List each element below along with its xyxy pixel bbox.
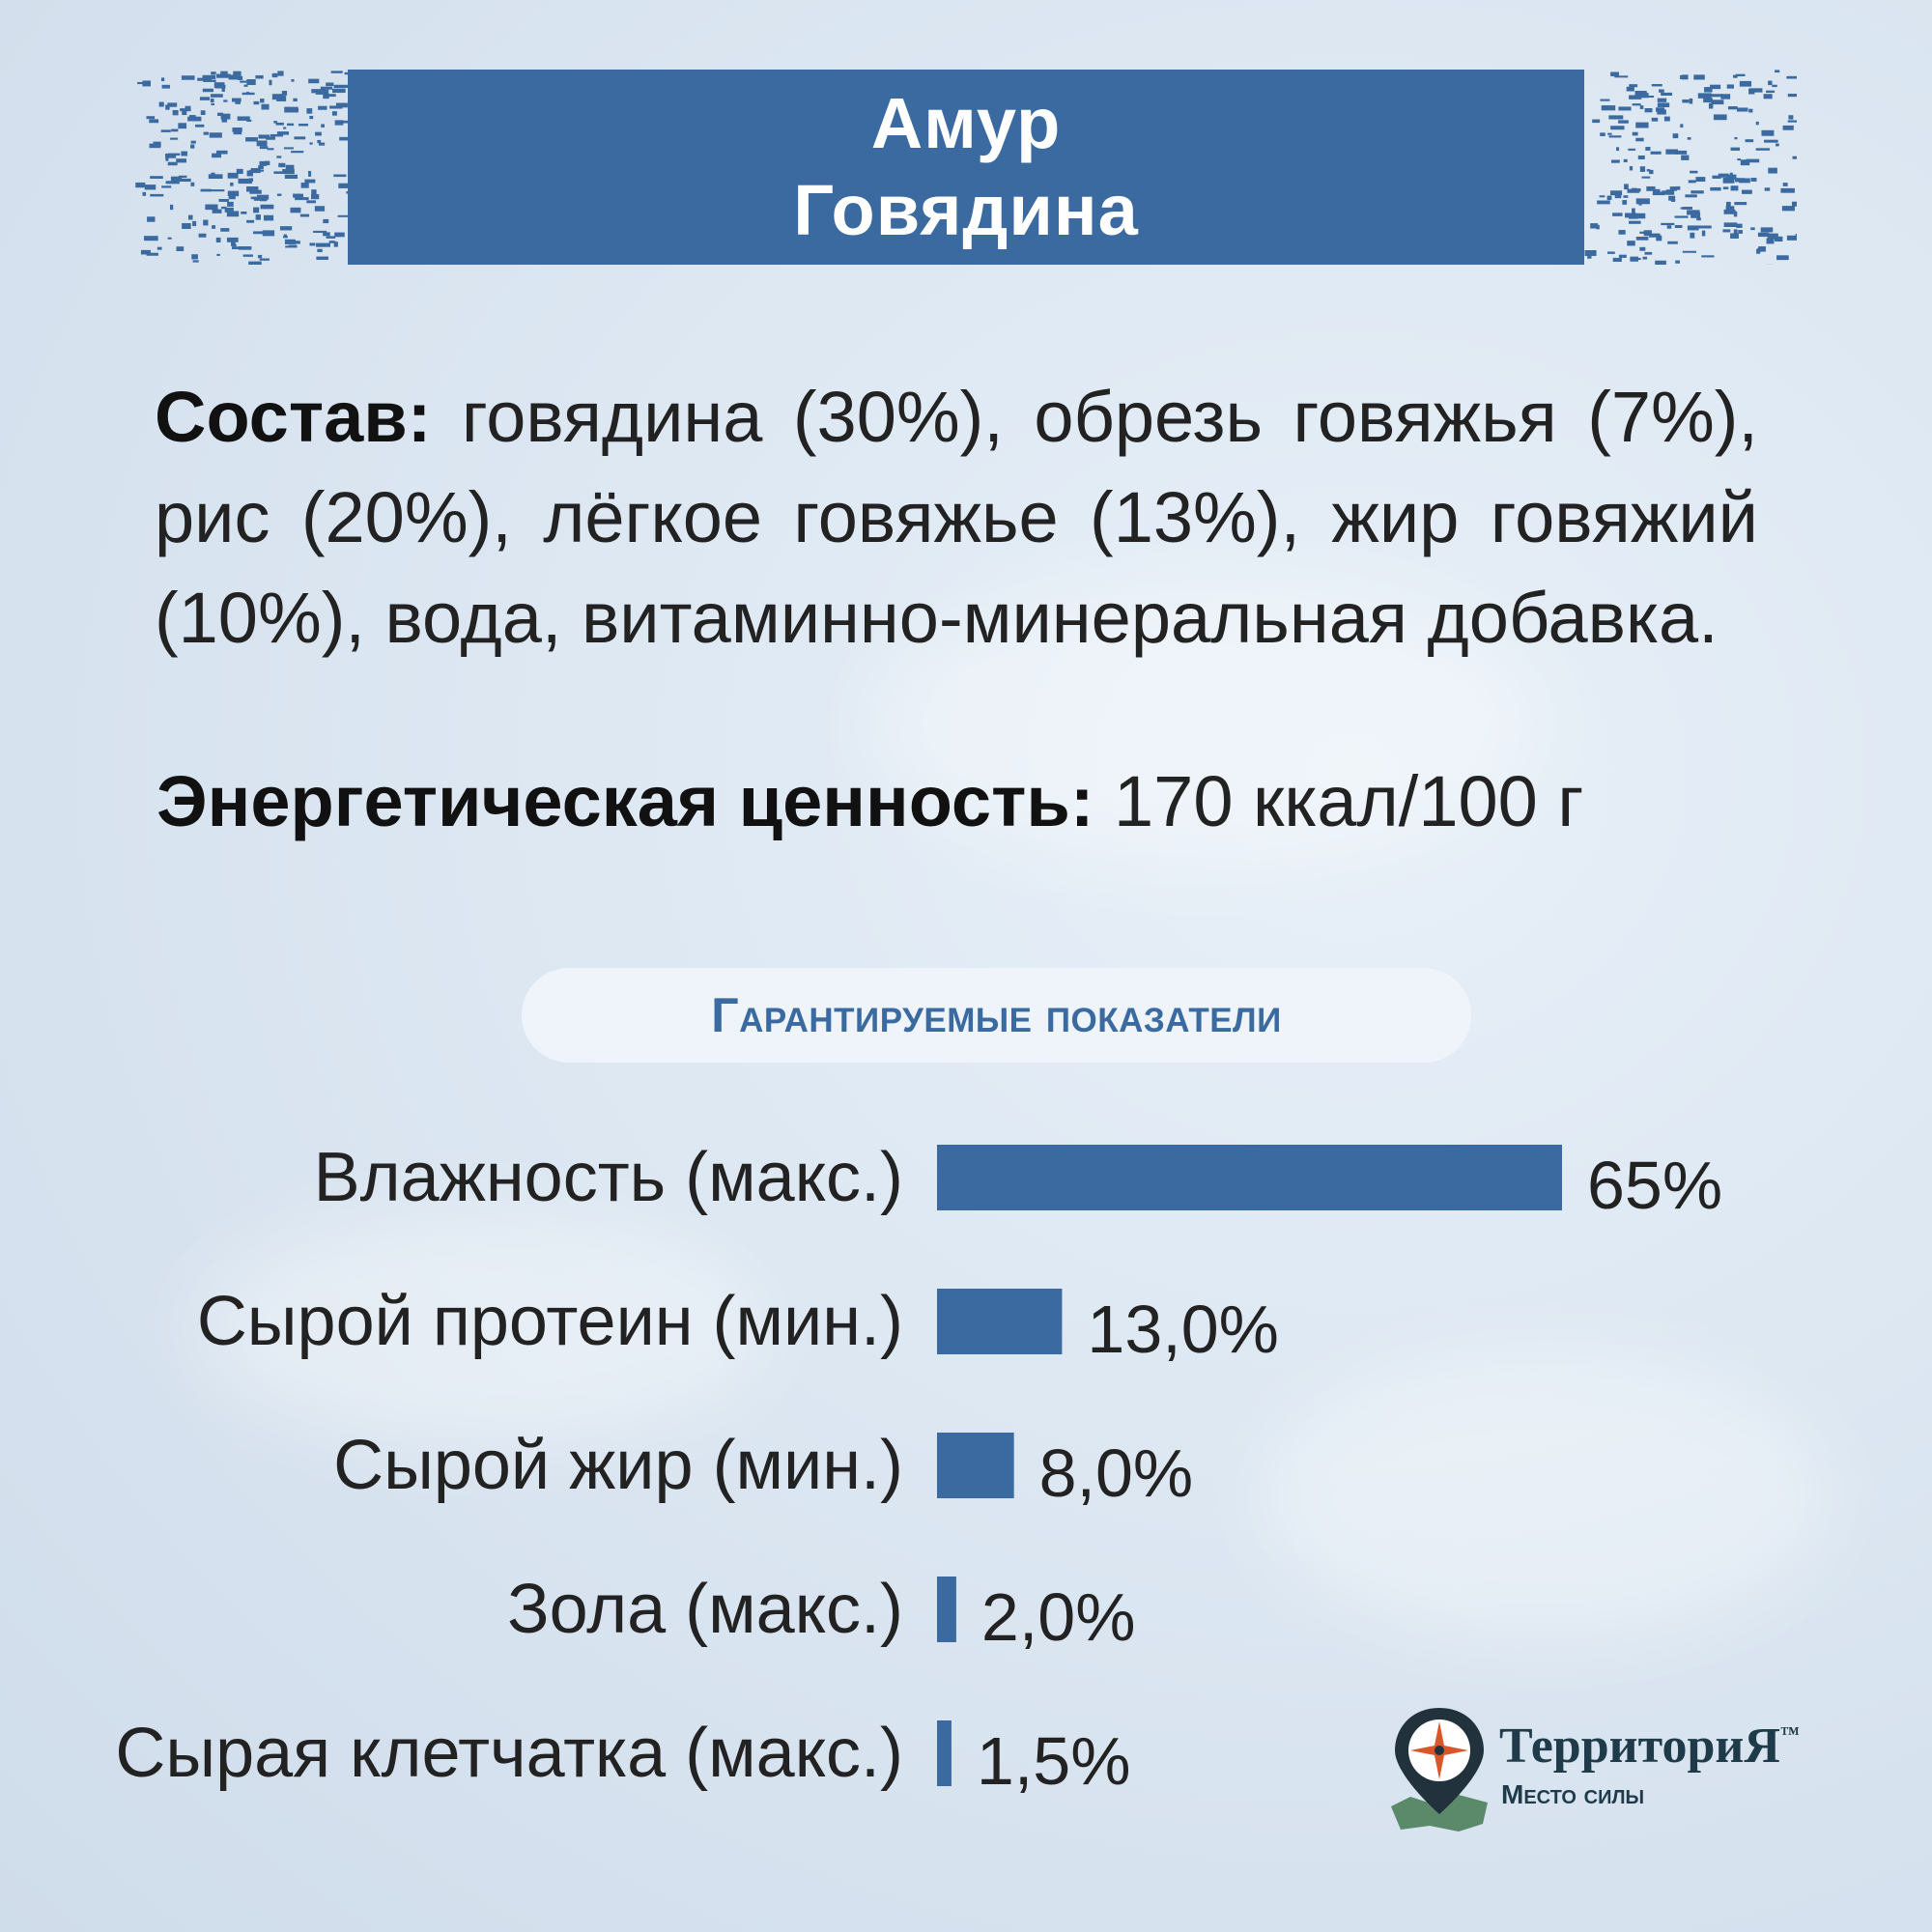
compass-map-pin-icon (1391, 1708, 1488, 1832)
bar-3 (937, 1577, 956, 1642)
bar-2 (937, 1433, 1014, 1498)
category-label-4: Сырая клетчатка (макс.) (115, 1715, 903, 1792)
value-label-4: 1,5% (976, 1723, 1131, 1799)
logo-name: ТерриториЯ™ (1499, 1718, 1800, 1775)
category-label-3: Зола (макс.) (507, 1571, 903, 1648)
energy-value: 170 ккал/100 г (1094, 761, 1584, 841)
value-label-0: 65% (1587, 1148, 1723, 1223)
bar-1 (937, 1289, 1063, 1354)
background-cloud (193, 1208, 773, 1449)
category-label-1: Сырой протеин (мин.) (196, 1283, 903, 1360)
value-label-3: 2,0% (980, 1579, 1136, 1655)
guaranteed-indicators-header: Гарантируемые показатели (522, 968, 1471, 1063)
trademark-symbol: ™ (1779, 1723, 1800, 1745)
title-line-1: Амур (870, 83, 1062, 163)
indicators-bar-chart: Влажность (макс.) 65% Сырой протеин (мин.)… (0, 1101, 1932, 1855)
bar-0 (937, 1145, 1562, 1210)
value-label-2: 8,0% (1038, 1435, 1194, 1511)
category-label-0: Влажность (макс.) (313, 1139, 903, 1216)
brand-logo: ТерриториЯ™ Место силы (1381, 1700, 1864, 1845)
energy-label: Энергетическая ценность: (156, 761, 1094, 841)
value-label-1: 13,0% (1087, 1292, 1279, 1367)
bar-4 (937, 1720, 952, 1786)
composition-text: Состав: говядина (30%), обрезь говяжья (… (155, 367, 1758, 668)
logo-subtitle: Место силы (1501, 1779, 1645, 1809)
page-title: Амур Говядина (135, 70, 1797, 265)
composition-value: говядина (30%), обрезь говяжья (7%), рис… (155, 377, 1758, 658)
title-line-2: Говядина (793, 170, 1139, 250)
title-banner: Амур Говядина (135, 70, 1797, 265)
energy-value-line: Энергетическая ценность: 170 ккал/100 г (156, 753, 1760, 850)
composition-label: Состав: (155, 377, 432, 457)
category-label-2: Сырой жир (мин.) (333, 1427, 903, 1504)
background-cloud (1256, 1352, 1835, 1642)
background-cloud (869, 580, 1546, 869)
bar-chart-svg (937, 1145, 1562, 1786)
logo-name-text: ТерриториЯ (1499, 1719, 1780, 1774)
brush-stroke-background (135, 70, 1797, 265)
